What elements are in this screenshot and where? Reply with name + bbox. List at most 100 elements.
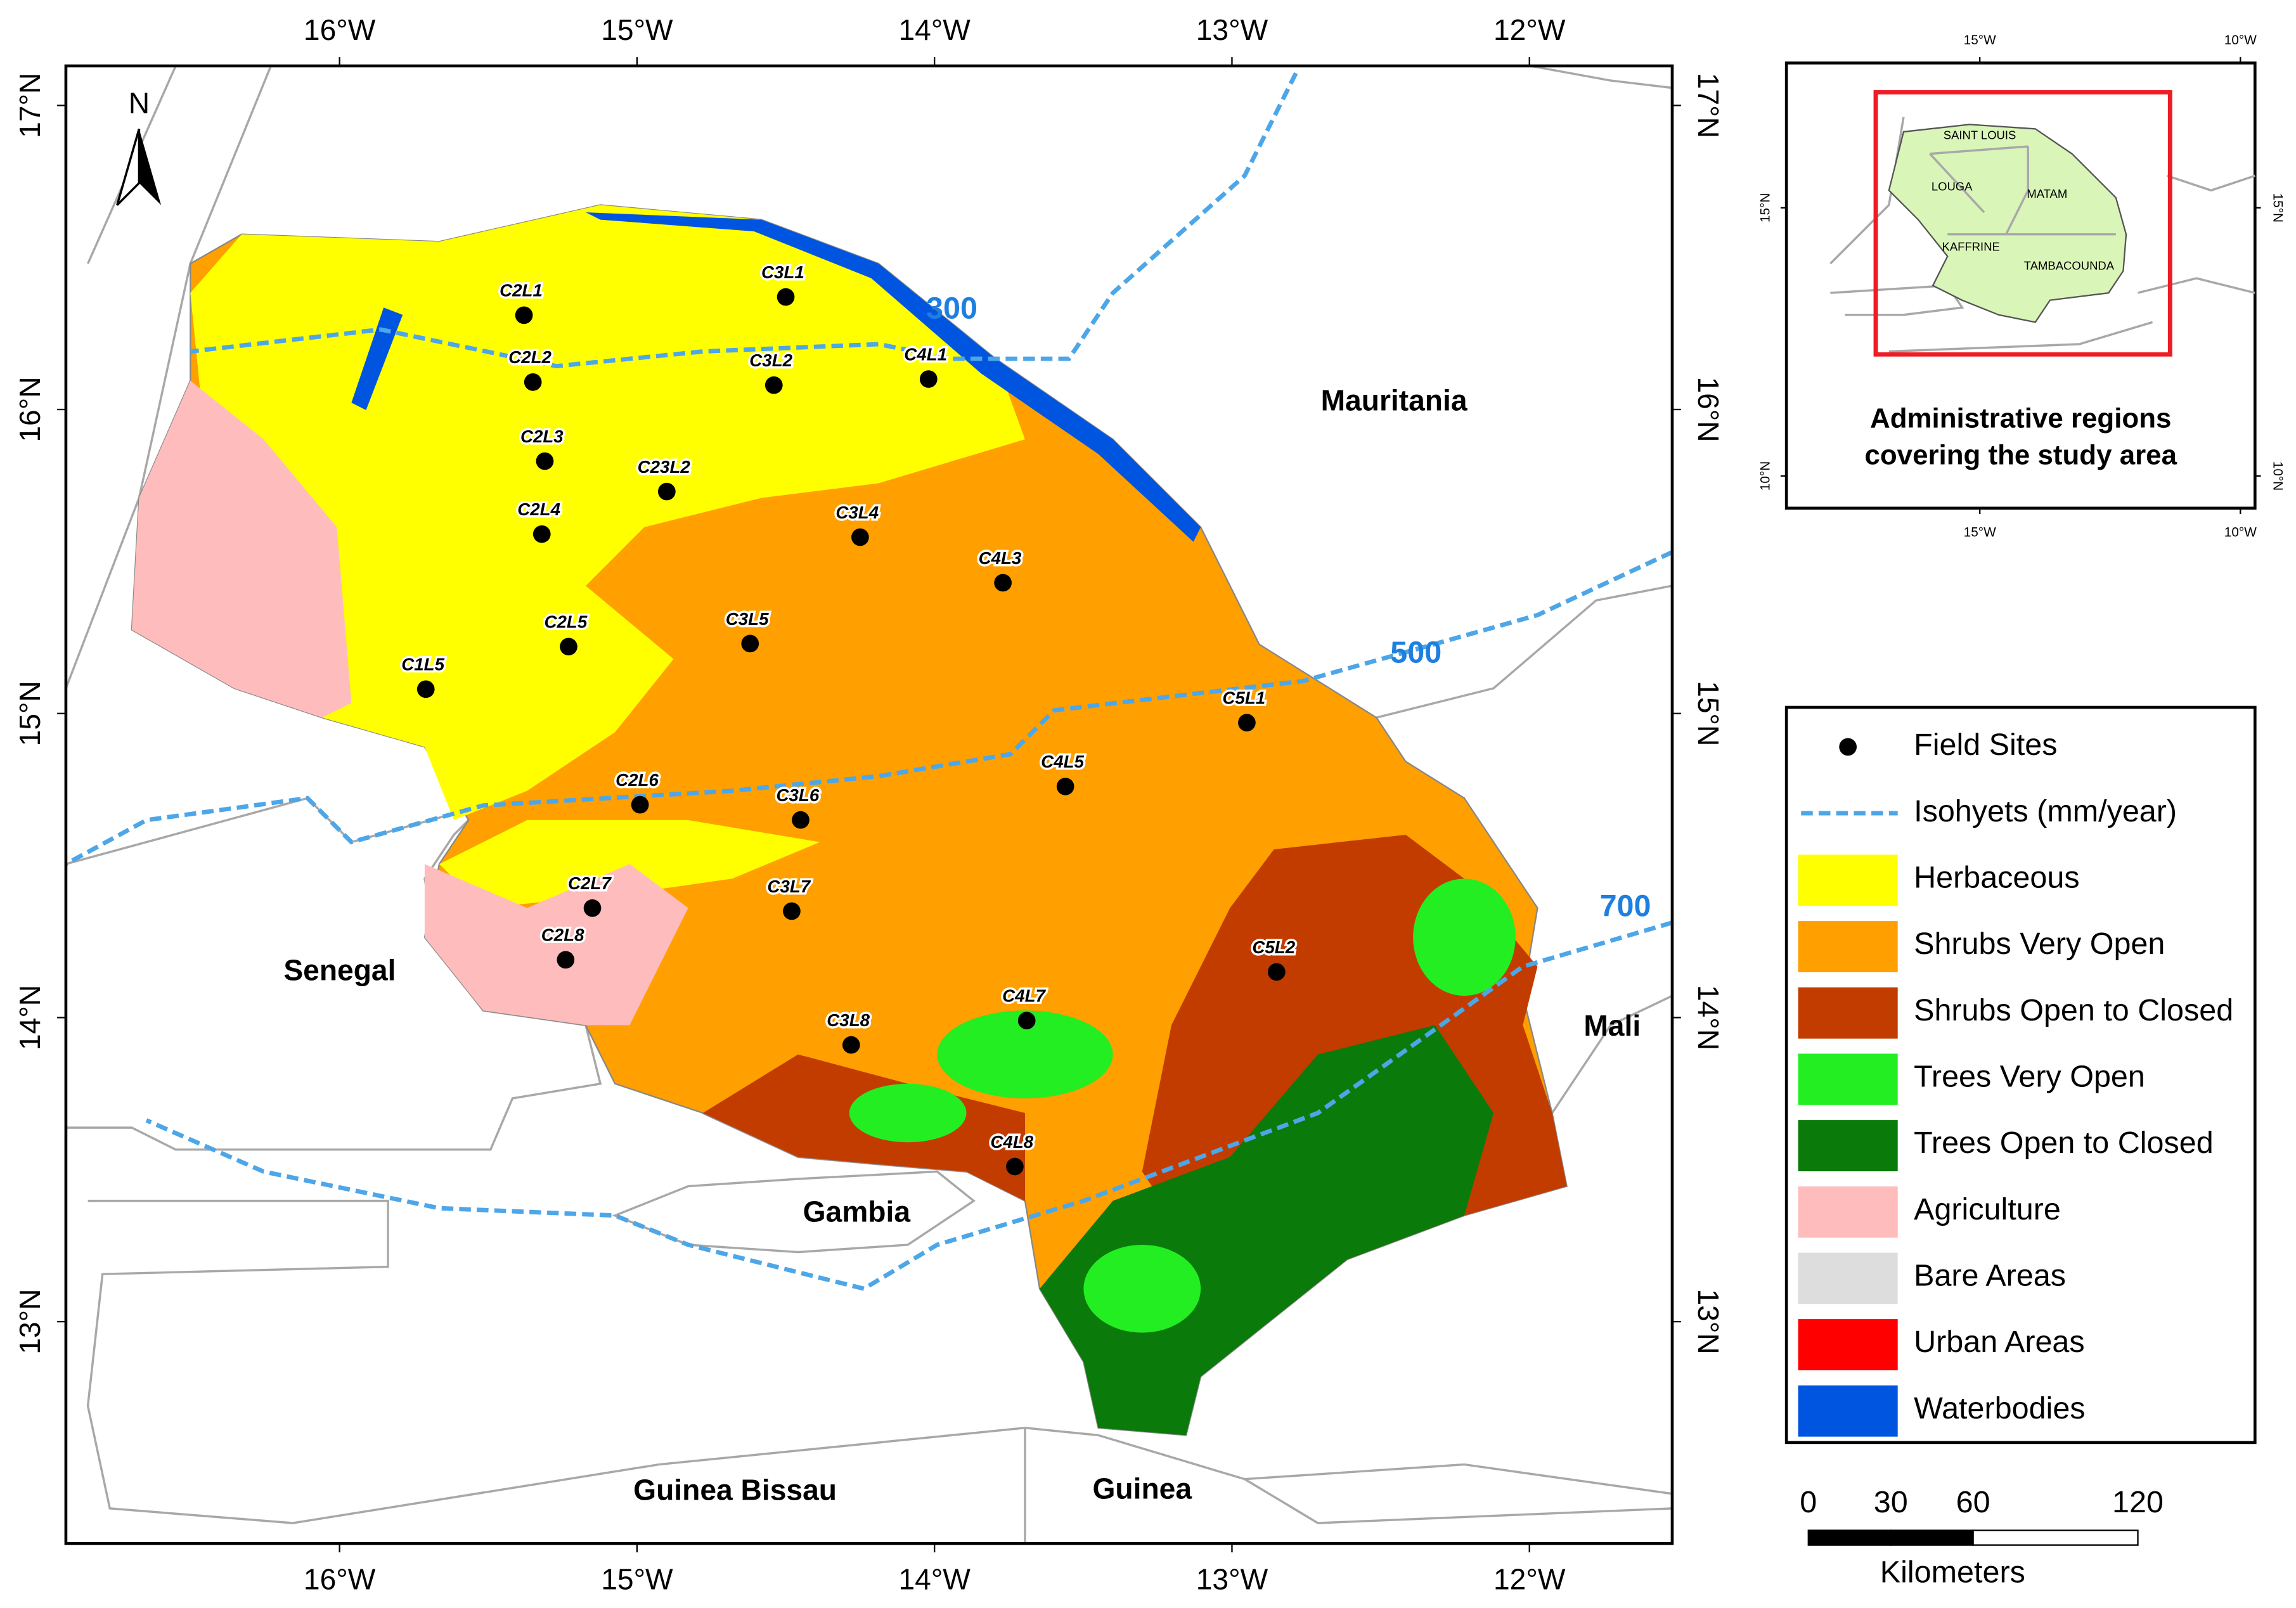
main-map: 300 500 700 Mauritania Senegal Mali Gamb… — [64, 64, 1674, 1545]
y-tick-label: 17°N — [1692, 73, 1725, 138]
field-site — [1267, 963, 1286, 981]
legend-swatch — [1798, 1385, 1898, 1437]
scale-label: 60 — [1956, 1485, 1990, 1519]
scale-unit: Kilometers — [1880, 1555, 2025, 1590]
north-arrow — [139, 129, 162, 205]
land-trees-very-open — [849, 1083, 967, 1143]
y-tick-label: 15°N — [13, 681, 46, 746]
inset-x-tick-label: 10°W — [2224, 33, 2257, 48]
legend-label: Urban Areas — [1914, 1325, 2085, 1359]
country-label: Mali — [1583, 1009, 1641, 1042]
field-site — [416, 680, 435, 698]
legend-swatch — [1798, 1120, 1898, 1171]
field-site — [741, 634, 759, 653]
legend-symbol — [1839, 738, 1857, 756]
site-label: C23L2 — [638, 457, 691, 477]
site-label: C3L7 — [767, 877, 811, 896]
study-area-frame — [1873, 90, 2172, 357]
scale-label: 0 — [1800, 1485, 1817, 1519]
region-label: KAFFRINE — [1942, 240, 2000, 253]
land-trees-very-open — [1413, 878, 1516, 996]
field-site — [557, 951, 575, 969]
legend-label: Herbaceous — [1914, 861, 2079, 895]
site-label: C4L8 — [990, 1132, 1033, 1152]
region-label: SAINT LOUIS — [1944, 129, 2016, 142]
legend-swatch — [1798, 854, 1898, 906]
country-label: Mauritania — [1321, 384, 1467, 417]
x-tick-label: 13°W — [1196, 1563, 1268, 1596]
y-tick-label: 17°N — [13, 73, 46, 138]
scale-bar: 0 30 60 120 Kilometers — [1800, 1485, 2164, 1590]
scale-segment — [1807, 1529, 1892, 1546]
site-label: C4L1 — [904, 344, 947, 364]
x-tick-label: 14°W — [898, 13, 971, 46]
site-label: C3L6 — [777, 785, 820, 805]
isohyet-line — [65, 550, 1674, 866]
site-label: C1L5 — [401, 655, 444, 674]
site-label: C2L2 — [508, 347, 551, 367]
inset-y-tick-label: 15°N — [2270, 193, 2285, 222]
field-sites: C2L1 C3L1 C2L2 C3L2 C4L1 C2L3 C23L2 C2L4 C3L4 C4L… — [399, 260, 1298, 1176]
field-site — [764, 376, 783, 394]
legend-label: Waterbodies — [1914, 1391, 2085, 1425]
site-label: C4L3 — [979, 548, 1022, 568]
land-trees-open-closed — [1040, 1025, 1494, 1436]
x-tick-label: 12°W — [1493, 13, 1566, 46]
inset-title-box — [1795, 380, 2247, 484]
region-label: TAMBACOUNDA — [2024, 259, 2115, 272]
inset-title: Administrative regions — [1870, 403, 2171, 434]
field-site — [777, 288, 795, 306]
site-label: C3L1 — [761, 262, 804, 282]
field-site — [657, 482, 676, 501]
land-agriculture — [131, 380, 352, 718]
scale-label: 30 — [1874, 1485, 1908, 1519]
field-site — [524, 373, 542, 391]
site-label: C2L7 — [568, 873, 612, 893]
site-label: C4L7 — [1002, 986, 1046, 1006]
inset-map: SAINT LOUIS LOUGA MATAM KAFFRINE TAMBACO… — [1758, 33, 2285, 539]
inset-y-tick-label: 15°N — [1758, 193, 1772, 222]
site-label: C2L5 — [544, 612, 587, 632]
map-frame — [64, 64, 1674, 1545]
isohyet-label: 500 — [1390, 636, 1441, 670]
land-trees-very-open — [937, 1010, 1113, 1098]
inset-region-border — [1929, 145, 2116, 236]
site-label: C3L5 — [726, 609, 769, 629]
site-label: C2L8 — [541, 925, 584, 945]
north-label: N — [129, 87, 150, 120]
site-label: C5L1 — [1222, 688, 1265, 707]
region-label: MATAM — [2027, 187, 2067, 200]
y-tick-label: 15°N — [1692, 681, 1725, 746]
legend-swatch — [1798, 987, 1898, 1039]
field-site — [536, 452, 554, 470]
inset-y-tick-label: 10°N — [1758, 461, 1772, 491]
country-label: Gambia — [803, 1195, 911, 1228]
y-tick-label: 16°N — [1692, 376, 1725, 442]
country-label: Guinea Bissau — [633, 1474, 837, 1507]
site-label: C3L8 — [827, 1010, 870, 1030]
inset-x-tick-label: 15°W — [1964, 525, 1996, 540]
isohyet-label: 700 — [1600, 889, 1651, 923]
inset-x-tick-label: 15°W — [1964, 33, 1996, 48]
site-label: C5L2 — [1252, 937, 1295, 957]
legend-label: Shrubs Open to Closed — [1914, 993, 2233, 1027]
y-tick-label: 16°N — [13, 376, 46, 442]
land-agriculture — [424, 864, 688, 1026]
field-site — [851, 528, 869, 546]
field-site — [783, 902, 801, 920]
isohyet-label: 300 — [926, 292, 977, 326]
field-site — [1238, 714, 1256, 731]
site-label: C2L4 — [517, 499, 560, 519]
field-site — [560, 638, 577, 656]
field-site — [532, 525, 551, 543]
legend-label: Trees Very Open — [1914, 1060, 2145, 1094]
legend-label: Bare Areas — [1914, 1259, 2066, 1293]
site-label: C2L6 — [616, 770, 659, 790]
map-ticks: 16°W 16°W 15°W 15°W 14°W 14°W 13°W 13°W 12°W 12°W… — [13, 13, 1725, 1596]
country-label: Senegal — [283, 953, 396, 986]
legend-swatch — [1798, 1252, 1898, 1304]
legend-label: Shrubs Very Open — [1914, 927, 2165, 961]
inset-title: covering the study area — [1864, 439, 2177, 470]
